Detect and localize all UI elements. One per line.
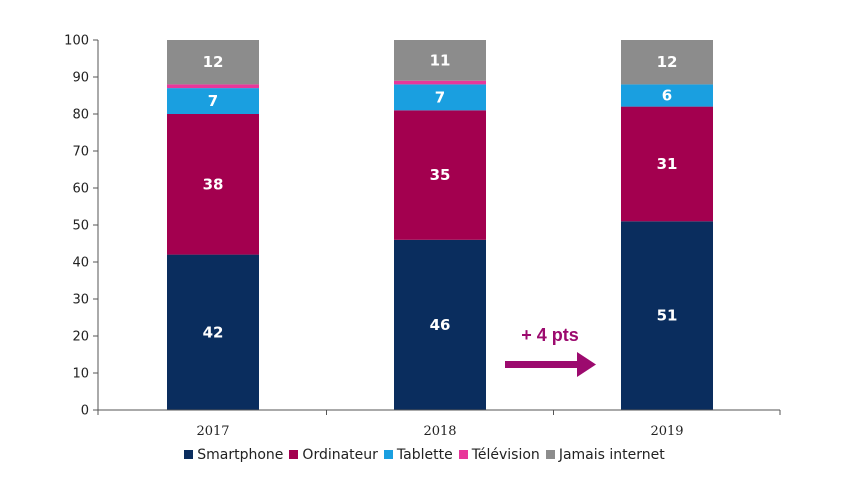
legend-item-jamais-internet: Jamais internet	[545, 447, 665, 463]
x-tick-label-2017: 2017	[196, 424, 229, 439]
data-label-2018-4: 11	[430, 51, 451, 69]
data-label-2018-2: 7	[435, 88, 445, 106]
data-label-2019-2: 6	[662, 87, 672, 105]
y-tick-label: 30	[72, 293, 89, 308]
data-label-2018-0: 46	[430, 316, 451, 334]
data-label-2017-1: 38	[203, 175, 224, 193]
legend-label: Jamais internet	[558, 447, 665, 463]
bar-jamais-internet-2019	[621, 40, 713, 85]
data-label-2019-1: 31	[657, 155, 678, 173]
y-tick-label: 90	[72, 71, 89, 86]
bar-télévision-2018	[394, 80, 486, 85]
x-tick-label-2018: 2018	[423, 424, 456, 439]
stacked-bar-chart: 42 38 7 12 46 35 7 11 51 31 6 12 0 10 20 30 40 50 60 70 80 90…	[64, 34, 781, 439]
bar-ordinateur-2017	[167, 114, 259, 255]
arrow-right-icon	[577, 352, 596, 377]
bar-ordinateur-2019	[621, 106, 713, 222]
legend-item-télévision: Télévision	[458, 447, 540, 463]
annotation-arrow-shaft	[505, 361, 579, 368]
y-tick-label: 10	[72, 367, 89, 382]
y-tick-label: 70	[72, 145, 89, 160]
data-label-2019-0: 51	[657, 307, 678, 325]
y-tick-label: 40	[72, 256, 89, 271]
legend-item-smartphone: Smartphone	[184, 447, 283, 463]
data-label-2017-0: 42	[203, 323, 224, 341]
y-tick-label: 100	[64, 34, 89, 49]
bar-tablette-2019	[621, 84, 713, 107]
bar-tablette-2017	[167, 88, 259, 114]
data-label-2018-1: 35	[430, 166, 451, 184]
bar-jamais-internet-2017	[167, 40, 259, 85]
bar-tablette-2018	[394, 84, 486, 111]
legend-item-ordinateur: Ordinateur	[289, 447, 378, 463]
data-label-2017-4: 12	[203, 53, 224, 71]
bar-smartphone-2018	[394, 239, 486, 410]
bar-smartphone-2017	[167, 254, 259, 410]
legend-swatch	[545, 450, 555, 459]
legend-swatch	[383, 450, 393, 459]
y-tick-label: 0	[81, 404, 89, 419]
data-label-2017-2: 7	[208, 92, 218, 110]
bar-télévision-2017	[167, 84, 259, 89]
y-tick-label: 50	[72, 219, 89, 234]
bar-smartphone-2019	[621, 221, 713, 410]
legend-label: Ordinateur	[302, 447, 378, 463]
legend-swatch	[458, 450, 468, 459]
legend-label: Tablette	[396, 447, 453, 463]
data-label-2019-4: 12	[657, 53, 678, 71]
legend-item-tablette: Tablette	[383, 447, 453, 463]
bar-jamais-internet-2018	[394, 40, 486, 81]
y-tick-label: 60	[72, 182, 89, 197]
annotation-label: + 4 pts	[521, 325, 579, 345]
y-tick-label: 20	[72, 330, 89, 345]
y-tick-label: 80	[72, 108, 89, 123]
x-tick-label-2019: 2019	[650, 424, 683, 439]
legend-label: Smartphone	[197, 447, 284, 463]
legend-swatch	[289, 450, 299, 459]
bar-ordinateur-2018	[394, 110, 486, 240]
legend: Smartphone Ordinateur Tablette Télévision Ja…	[0, 447, 849, 463]
legend-label: Télévision	[471, 447, 540, 463]
legend-swatch	[184, 450, 194, 459]
